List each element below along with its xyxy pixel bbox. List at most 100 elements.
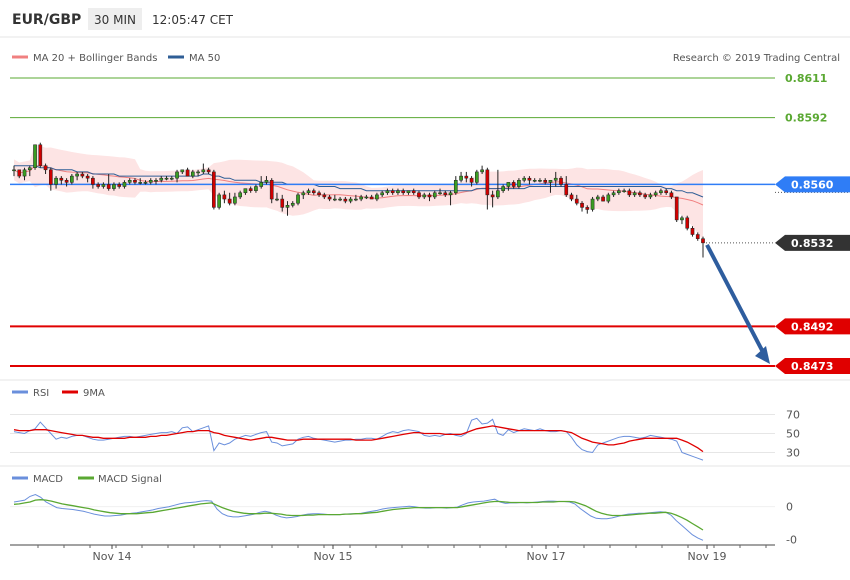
candle [285,201,290,216]
candle [553,171,558,187]
candle-body [695,234,700,239]
candle [27,165,32,177]
candle-body [59,177,64,181]
bollinger-band-fill [14,144,703,240]
candle [190,169,195,179]
candle-body [206,169,211,173]
candle-body [80,173,85,177]
candle [517,178,521,189]
candle [54,176,58,189]
candle-body [285,205,290,208]
candle-body [290,202,295,206]
candle [627,188,632,197]
candle [243,188,248,195]
candle-body [33,144,37,168]
candle-body [511,182,516,187]
candle-body [496,190,500,198]
candle-body [333,198,337,201]
candle-body [459,175,463,181]
candle-body [617,190,621,194]
candle [91,176,95,189]
candle-body [553,177,558,181]
candle [275,192,279,202]
candle [496,169,500,200]
candle [354,194,358,202]
candle [406,190,411,195]
bollinger-band-layer [13,144,704,240]
candle-body [485,169,490,196]
candle-body [117,184,122,187]
candle [154,178,158,185]
macd-legend: MACD MACD Signal [12,474,162,485]
candle [543,178,548,185]
candle [453,176,458,195]
candle [527,176,532,185]
candle-body [322,194,327,198]
candle [601,194,605,202]
candle [112,182,116,191]
candle-body [522,177,527,181]
candle-body [417,192,421,198]
candle [206,167,211,174]
candle [606,192,611,204]
candle-body [338,198,342,201]
candle-body [148,180,153,183]
support-label: 0.8492 [791,320,833,333]
candle [664,188,669,195]
ma20-line [13,165,704,206]
candle-body [306,190,311,194]
candle [290,201,295,208]
candle-body [127,180,132,183]
forecast-arrow-layer [705,243,770,364]
candle [317,190,321,197]
rsi-line [13,417,704,461]
forecast-arrow-shaft [705,243,767,357]
target-label: 0.8592 [785,112,827,125]
timeframe-badge[interactable] [88,8,142,30]
candle-body [559,177,563,185]
candle [33,144,37,170]
candle [432,190,437,200]
candle [375,192,379,202]
support-label: 0.8473 [791,360,833,373]
candle [390,188,395,195]
candle-body [643,194,647,198]
candle-body [595,196,600,200]
candle-body [54,177,58,185]
candle-body [311,190,316,194]
candle-body [648,194,653,198]
candle [364,194,369,200]
pivot-tag [775,176,850,193]
candle [180,169,185,174]
support-tag [775,318,850,335]
time-label: 12:05:47 CET [152,13,234,27]
candle [48,167,53,191]
candle-body [548,180,553,183]
candle-body [359,196,363,200]
candle-body [143,182,148,184]
candle [659,188,663,195]
candle-body [690,228,695,235]
candle-body [343,198,348,202]
candle [548,180,553,193]
candle [227,192,232,206]
candle [411,188,416,195]
candle-body [622,190,626,192]
candle [532,178,537,183]
candle-body [43,165,48,171]
candle-body [259,182,264,187]
candle-body [480,169,484,173]
candle-body [590,198,595,210]
price-labels: 0.8611 0.8592 0.8560 0.8532 0.8492 0.8473 [775,72,850,374]
candle-body [501,186,505,191]
candle-body [348,198,353,202]
candle-body [685,217,690,229]
candle-body [375,194,379,200]
candle-body [669,192,674,198]
x-axis: Nov 14 Nov 15 Nov 17 Nov 19 [37,545,767,563]
candle-body [606,194,611,202]
candle [643,192,647,200]
candle [490,190,495,208]
candle [259,176,264,189]
rsi-panel: 70 50 30 [10,409,800,461]
